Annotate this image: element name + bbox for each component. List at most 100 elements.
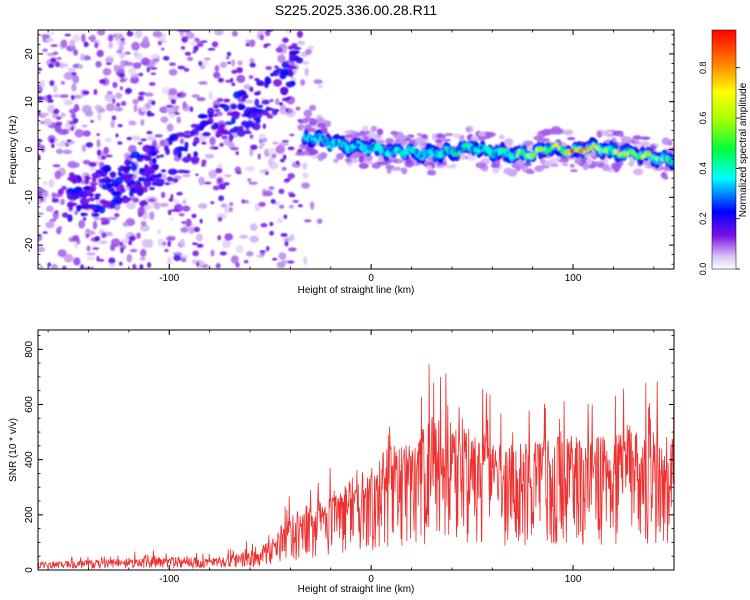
- spectrogram-cell: [189, 130, 195, 137]
- spectrogram-cell: [254, 98, 260, 107]
- spectrogram-cell: [297, 204, 303, 208]
- spectrogram-cell: [128, 120, 137, 126]
- spectrogram-cell: [139, 256, 146, 261]
- spectrogram-cell: [117, 170, 123, 177]
- spectrogram-cell: [196, 261, 200, 267]
- spectrogram-cell: [167, 168, 178, 175]
- spectrogram-cell: [236, 129, 246, 137]
- spectrogram-cell: [119, 78, 127, 83]
- spectrogram-cell: [523, 162, 532, 167]
- spectrogram-cell: [304, 67, 309, 77]
- spectrogram-cell: [60, 80, 65, 85]
- spectrogram-cell: [177, 150, 182, 159]
- spectrogram-cell: [182, 173, 191, 178]
- spectrogram-cell: [91, 213, 100, 217]
- spectrogram-cell: [281, 140, 290, 143]
- spectrogram-cell: [127, 181, 132, 186]
- spectrogram-cell: [160, 169, 167, 173]
- spectrogram-cell: [229, 128, 238, 134]
- spectrogram-cell: [249, 62, 256, 68]
- spectrogram-cell: [120, 38, 126, 42]
- spectrogram-image: [38, 30, 674, 269]
- spectrogram-cell: [309, 121, 317, 127]
- spectrogram-cell: [186, 153, 192, 160]
- spectrogram-cell: [254, 91, 260, 96]
- spectrogram-cell: [498, 134, 505, 140]
- spectrogram-cell: [179, 138, 185, 145]
- spectrogram-cell: [166, 256, 172, 266]
- spectrogram-cell: [217, 77, 224, 83]
- spectrogram-cell: [258, 169, 266, 174]
- spectrogram-cell: [164, 248, 169, 253]
- spectrogram-cell: [67, 202, 78, 207]
- spectrogram-cell: [93, 88, 98, 96]
- spectrogram-cell: [278, 142, 289, 146]
- spectrogram-y-tick-label: 0: [24, 146, 35, 152]
- spectrogram-cell: [103, 219, 110, 225]
- spectrogram-cell: [139, 200, 147, 207]
- spectrogram-cell: [101, 232, 107, 239]
- spectrogram-cell: [550, 163, 559, 168]
- spectrogram-cell: [292, 199, 300, 203]
- spectrogram-cell: [190, 123, 199, 129]
- spectrogram-cell: [181, 221, 186, 224]
- spectrogram-cell: [183, 30, 191, 33]
- spectrogram-cell: [515, 153, 519, 158]
- spectrogram-cell: [219, 251, 227, 256]
- spectrogram-cell: [93, 204, 102, 209]
- spectrogram-cell: [296, 40, 306, 45]
- spectrogram-x-tick-label: 0: [368, 273, 374, 284]
- spectrogram-cell: [94, 193, 102, 197]
- spectrogram-cell: [287, 173, 295, 179]
- spectrogram-cell: [503, 167, 514, 175]
- spectrogram-cell: [71, 83, 77, 92]
- spectrogram-cell: [66, 192, 75, 200]
- spectrogram-cell: [54, 210, 59, 214]
- spectrogram-cell: [124, 87, 133, 94]
- spectrogram-cell: [641, 161, 651, 166]
- spectrogram-cell: [288, 204, 294, 209]
- spectrogram-cell: [502, 148, 506, 153]
- spectrogram-cell: [632, 135, 642, 141]
- snr-x-tick-label: 100: [565, 574, 582, 585]
- spectrogram-cell: [199, 218, 203, 224]
- spectrogram-y-tick-label: 10: [24, 96, 35, 108]
- spectrogram-cell: [38, 96, 44, 101]
- spectrogram-cell: [259, 250, 267, 253]
- spectrogram-cell: [370, 125, 378, 132]
- spectrogram-cell: [199, 65, 206, 70]
- spectrogram-cell: [99, 199, 107, 205]
- spectrogram-cell: [119, 241, 124, 246]
- spectrogram-cell: [132, 263, 136, 269]
- spectrogram-cell: [291, 51, 297, 56]
- spectrogram-cell: [269, 230, 274, 236]
- spectrogram-cell: [159, 139, 166, 147]
- spectrogram-cell: [52, 164, 61, 168]
- spectrogram-cell: [333, 158, 339, 164]
- spectrogram-cell: [399, 139, 407, 146]
- spectrogram-cell: [68, 206, 74, 212]
- spectrogram-cell: [586, 157, 593, 166]
- spectrogram-cell: [61, 265, 67, 269]
- spectrogram-cell: [201, 141, 207, 145]
- spectrogram-cell: [141, 171, 150, 177]
- spectrogram-cell: [504, 138, 514, 146]
- spectrogram-cell: [151, 157, 157, 164]
- spectrogram-cell: [90, 119, 94, 123]
- spectrogram-cell: [166, 235, 176, 241]
- spectrogram-cell: [149, 67, 158, 70]
- spectrogram-cell: [148, 186, 155, 191]
- spectrogram-cell: [249, 57, 255, 65]
- spectrogram-cell: [249, 235, 259, 243]
- spectrogram-cell: [38, 138, 43, 143]
- spectrogram-cell: [94, 42, 99, 49]
- spectrogram-cell: [157, 40, 162, 46]
- spectrogram-cell: [215, 167, 223, 174]
- spectrogram-cell: [249, 39, 256, 48]
- spectrogram-cell: [170, 209, 179, 212]
- spectrogram-cell: [85, 233, 90, 238]
- snr-y-tick-label: 0: [24, 567, 35, 573]
- spectrogram-cell: [248, 75, 254, 80]
- spectrogram-cell: [138, 188, 144, 196]
